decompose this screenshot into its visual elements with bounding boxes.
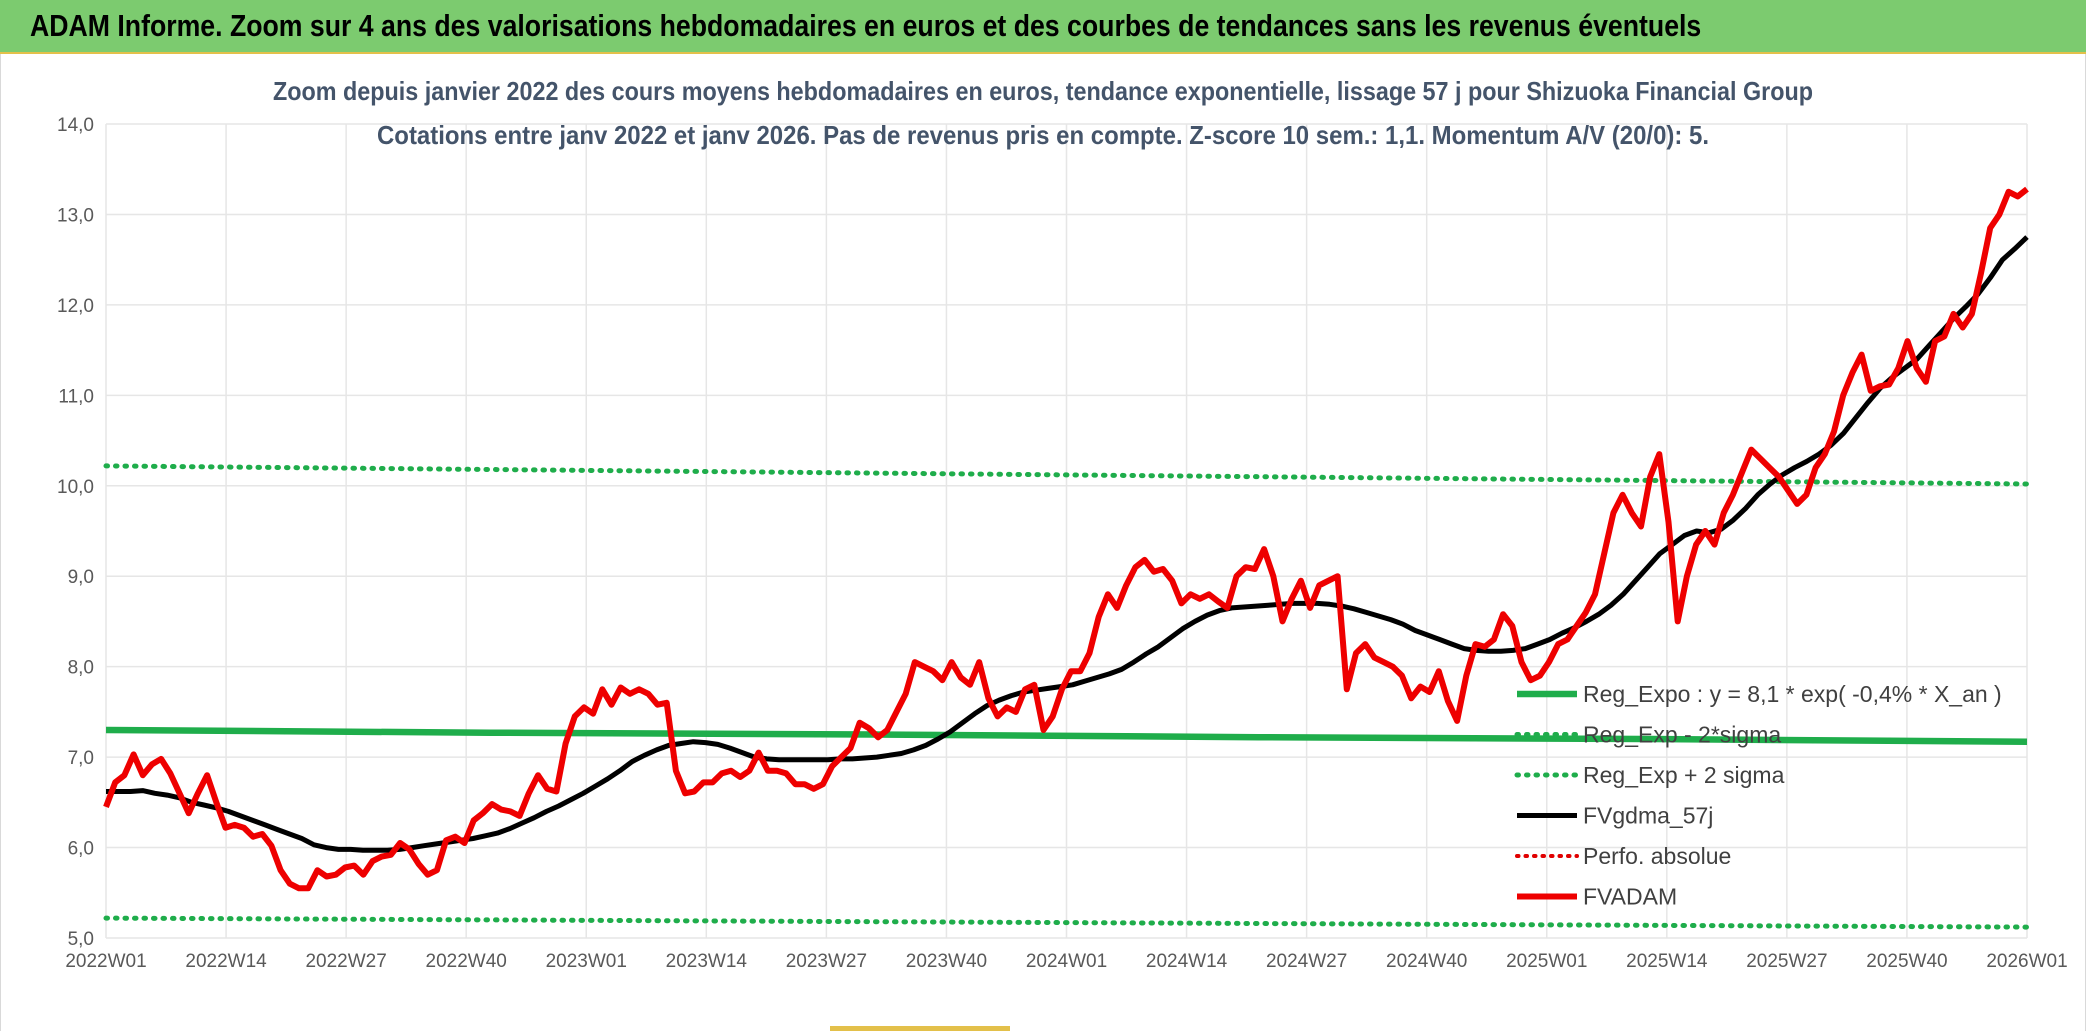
x-tick-label: 2024W40: [1386, 951, 1467, 972]
x-tick-label: 2022W01: [65, 951, 146, 972]
reg-expo-line: [105, 726, 2028, 745]
y-tick-label: 14,0: [57, 115, 94, 136]
x-tick-label: 2025W01: [1506, 951, 1587, 972]
grid: [105, 123, 2028, 939]
y-tick-label: 12,0: [57, 296, 94, 317]
x-tick-label: 2024W01: [1026, 951, 1107, 972]
y-tick-label: 6,0: [68, 839, 94, 860]
x-tick-label: 2026W01: [1986, 951, 2067, 972]
report-header: ADAM Informe. Zoom sur 4 ans des valoris…: [0, 0, 2086, 54]
x-tick-label: 2022W40: [426, 951, 507, 972]
y-tick-label: 11,0: [58, 386, 94, 407]
axes: 5,0 6,0 7,0 8,0 9,0 10,0 11,0 12,0 13,0 14,0 2022W…: [57, 115, 2068, 972]
line-chart: 5,0 6,0 7,0 8,0 9,0 10,0 11,0 12,0 13,0 14,0 2022W…: [57, 76, 2068, 972]
reg-exp-minus-2sigma-line: [103, 915, 2030, 930]
x-tick-label: 2024W27: [1266, 951, 1347, 972]
x-tick-label: 2023W01: [546, 951, 627, 972]
legend-label: FVgdma_57j: [1583, 803, 1713, 829]
legend: Reg_Expo : y = 8,1 * exp( -0,4% * X_an )…: [1514, 681, 2002, 910]
y-tick-label: 5,0: [68, 929, 94, 950]
x-tick-label: 2023W27: [786, 951, 867, 972]
reg-exp-plus-2sigma-line: [103, 463, 2030, 487]
x-tick-label: 2022W27: [305, 951, 386, 972]
legend-label: FVADAM: [1583, 884, 1677, 910]
y-tick-label: 10,0: [57, 477, 94, 498]
y-tick-label: 8,0: [68, 658, 94, 679]
x-tick-label: 2024W14: [1146, 951, 1228, 972]
y-tick-label: 13,0: [57, 205, 94, 226]
x-tick-label: 2023W40: [906, 951, 987, 972]
chart-title-line-2: Cotations entre janv 2022 et janv 2026. …: [377, 120, 1709, 150]
legend-label: Reg_Exp - 2*sigma: [1583, 722, 1781, 748]
legend-label: Perfo. absolue: [1583, 843, 1731, 869]
bottom-accent: [830, 1026, 1010, 1031]
x-tick-label: 2023W14: [666, 951, 748, 972]
x-tick-label: 2022W14: [185, 951, 267, 972]
series: [103, 186, 2030, 930]
y-tick-label: 9,0: [68, 567, 94, 588]
legend-label: Reg_Exp + 2 sigma: [1583, 762, 1785, 788]
x-tick-label: 2025W27: [1746, 951, 1827, 972]
x-tick-label: 2025W40: [1866, 951, 1947, 972]
fvadam-line: [103, 186, 2029, 892]
report-title: ADAM Informe. Zoom sur 4 ans des valoris…: [30, 8, 1702, 43]
legend-label: Reg_Expo : y = 8,1 * exp( -0,4% * X_an ): [1583, 681, 2002, 707]
chart-title-line-1: Zoom depuis janvier 2022 des cours moyen…: [273, 76, 1813, 106]
y-tick-label: 7,0: [68, 748, 94, 769]
chart-area: 5,0 6,0 7,0 8,0 9,0 10,0 11,0 12,0 13,0 14,0 2022W…: [0, 54, 2086, 1031]
x-tick-label: 2025W14: [1626, 951, 1708, 972]
